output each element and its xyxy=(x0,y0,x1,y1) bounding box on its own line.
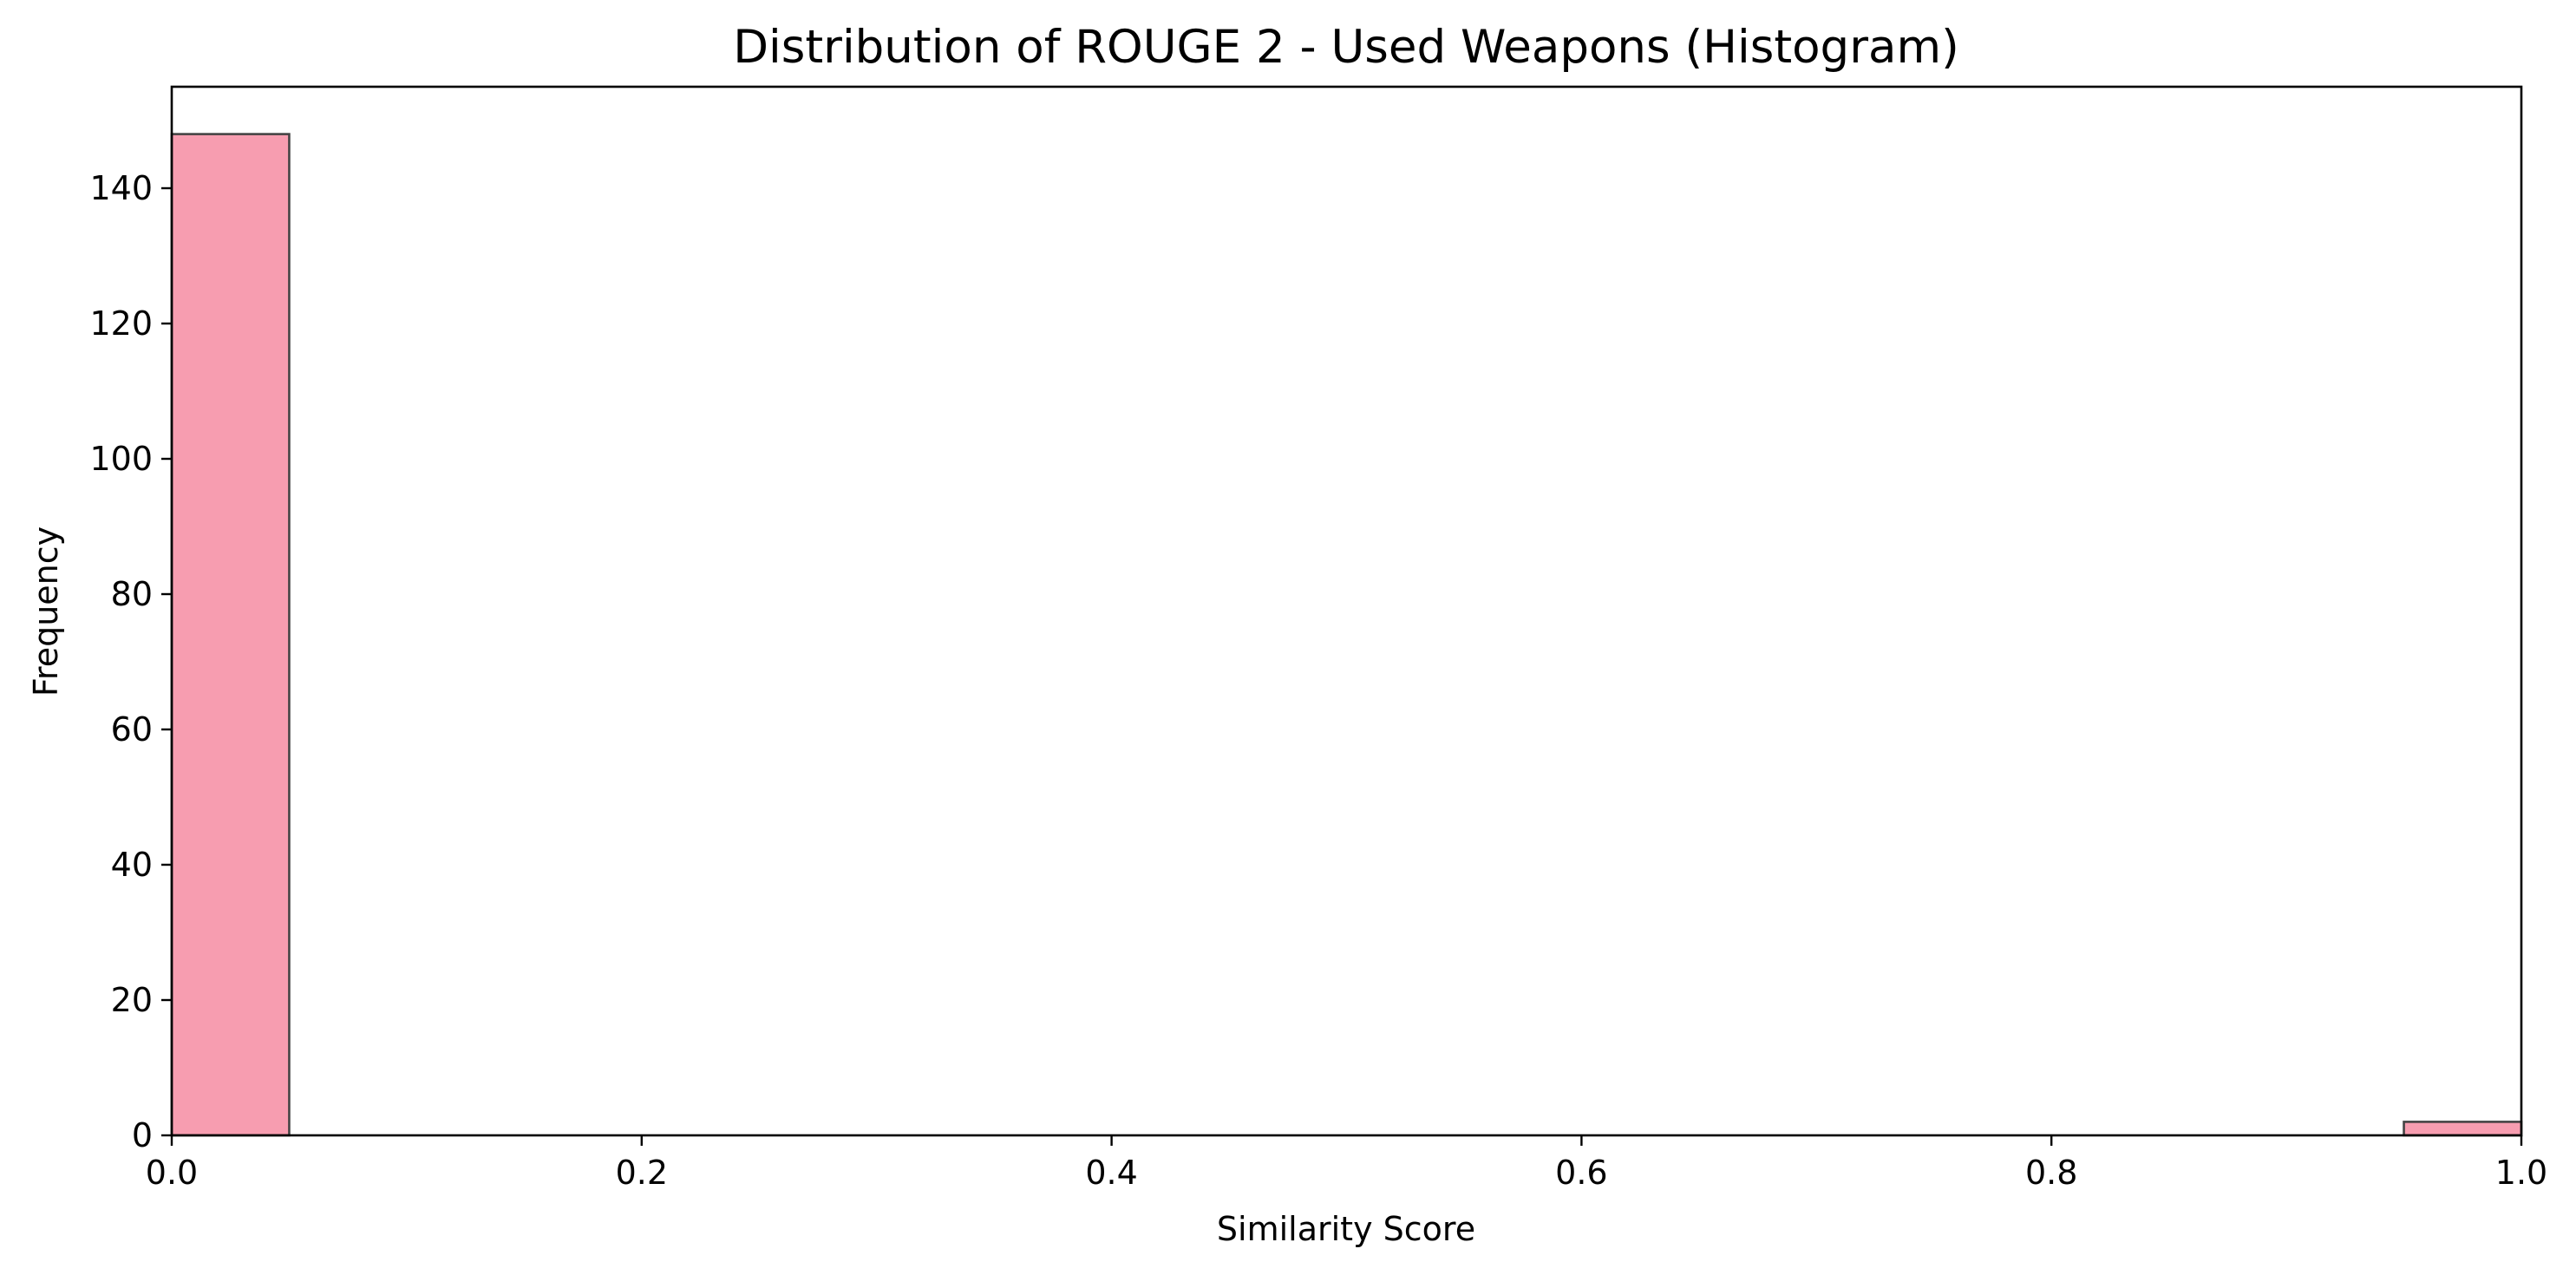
y-tick-label: 60 xyxy=(111,710,153,749)
x-tick-label: 0.0 xyxy=(146,1154,198,1192)
x-tick-label: 0.6 xyxy=(1555,1154,1607,1192)
x-tick-label: 0.8 xyxy=(2025,1154,2077,1192)
bars-layer xyxy=(170,133,2523,1137)
y-tick-label: 0 xyxy=(132,1116,153,1154)
x-tick-label: 0.4 xyxy=(1085,1154,1137,1192)
y-tick-label: 20 xyxy=(111,981,153,1019)
histogram-bar-19 xyxy=(2403,1121,2523,1137)
x-axis-label: Similarity Score xyxy=(1217,1210,1475,1248)
chart-title: Distribution of ROUGE 2 - Used Weapons (… xyxy=(733,21,1959,74)
histogram-bar-0 xyxy=(170,133,291,1137)
x-tick-label: 1.0 xyxy=(2495,1154,2547,1192)
y-tick-label: 140 xyxy=(89,169,153,207)
y-tick-label: 120 xyxy=(89,304,153,343)
y-tick-label: 80 xyxy=(111,575,153,613)
y-axis-ticks: 0 20 40 60 80 100 120 140 xyxy=(89,169,172,1154)
y-axis-label: Frequency xyxy=(27,526,65,696)
plot-area-frame xyxy=(170,85,2523,1137)
x-tick-label: 0.2 xyxy=(616,1154,668,1192)
y-tick-label: 40 xyxy=(111,846,153,884)
x-axis-ticks: 0.0 0.2 0.4 0.6 0.8 1.0 xyxy=(146,1135,2547,1192)
y-tick-label: 100 xyxy=(89,440,153,478)
